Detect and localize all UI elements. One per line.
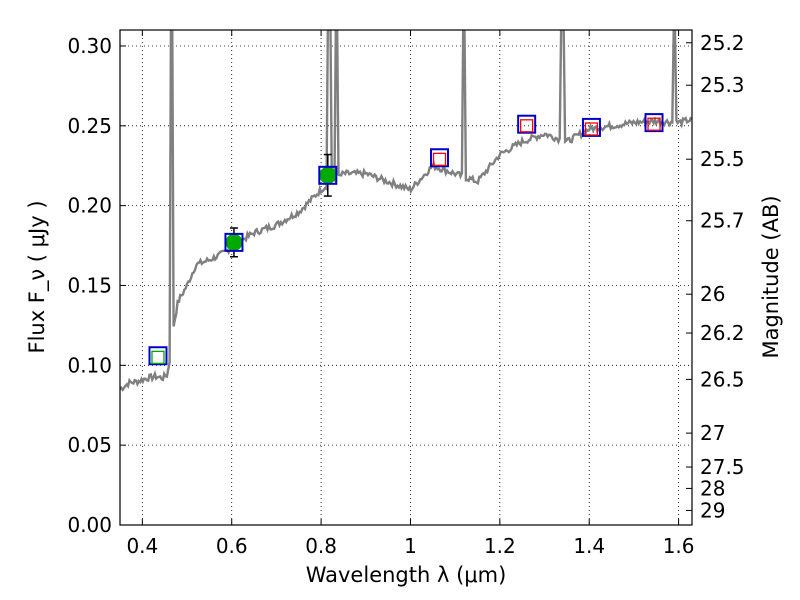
right-axis-label: Magnitude (AB) xyxy=(759,195,783,358)
photometry-markers xyxy=(148,113,664,366)
mag-tick-label: 26.5 xyxy=(700,367,745,391)
x-axis: 0.4 0.6 0.8 1 1.2 1.4 1.6 xyxy=(126,30,695,558)
x-tick-label: 0.8 xyxy=(305,534,337,558)
mag-tick-label: 26 xyxy=(700,282,725,306)
upper-limit-square xyxy=(432,152,447,166)
y-tick-label: 0.05 xyxy=(67,433,112,457)
mag-tick-label: 27.5 xyxy=(700,455,745,479)
y-axis-label: Flux F_ν ( μJy ) xyxy=(25,200,50,353)
mag-tick-label: 25.5 xyxy=(700,147,745,171)
model-spectrum xyxy=(120,30,692,392)
grid xyxy=(120,30,692,526)
spectrum-line xyxy=(120,30,692,392)
model-flux-square xyxy=(644,113,664,133)
mag-tick-label: 25.7 xyxy=(700,209,745,233)
upper-limit-square xyxy=(151,350,165,364)
y-tick-label: 0.15 xyxy=(67,273,112,297)
mag-tick-label: 25.2 xyxy=(700,31,745,55)
upper-limit-square xyxy=(520,119,534,133)
mag-tick-label: 29 xyxy=(700,498,725,522)
upper-limit-square xyxy=(647,117,661,131)
mag-tick-label: 28 xyxy=(700,476,725,500)
x-tick-label: 0.4 xyxy=(126,534,158,558)
plot-frame xyxy=(119,29,693,526)
model-flux-square xyxy=(517,114,537,134)
x-tick-label: 1.6 xyxy=(663,534,695,558)
x-axis-label: Wavelength λ (μm) xyxy=(306,563,507,587)
model-flux-square xyxy=(224,232,244,252)
x-tick-label: 1 xyxy=(404,534,417,558)
x-tick-label: 0.6 xyxy=(216,534,248,558)
mag-tick-label: 27 xyxy=(700,421,725,445)
model-flux-square xyxy=(581,117,601,137)
y-tick-label: 0.20 xyxy=(67,194,112,218)
mag-tick-label: 26.2 xyxy=(700,321,745,345)
model-flux-square xyxy=(430,148,450,168)
mag-tick-label: 25.3 xyxy=(700,73,745,97)
y-tick-label: 0.30 xyxy=(67,34,112,58)
model-flux-square xyxy=(148,346,168,366)
y-axis-left: 0.00 0.05 0.10 0.15 0.20 0.25 0.30 xyxy=(67,34,126,537)
upper-limit-square xyxy=(584,122,599,136)
y-tick-label: 0.10 xyxy=(67,353,112,377)
model-flux-square xyxy=(318,165,338,185)
x-tick-label: 1.2 xyxy=(484,534,516,558)
photometry-point xyxy=(319,166,337,184)
photometry-point xyxy=(225,233,243,251)
y-tick-label: 0.00 xyxy=(67,513,112,537)
x-tick-label: 1.4 xyxy=(573,534,605,558)
y-tick-label: 0.25 xyxy=(67,114,112,138)
